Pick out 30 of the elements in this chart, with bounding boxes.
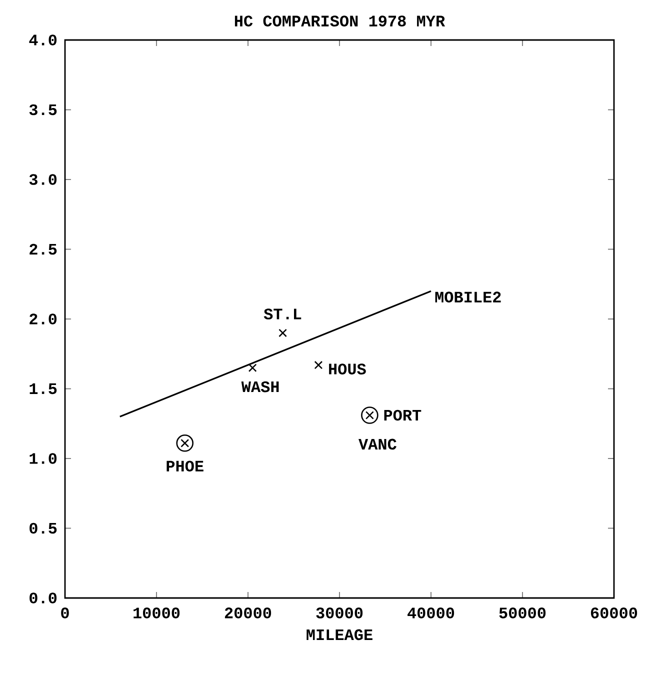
x-axis-title: MILEAGE — [306, 629, 372, 640]
y-tick-label: 0.5 — [30, 522, 57, 534]
annotation: MOBILE2 — [435, 292, 501, 303]
point — [361, 406, 378, 424]
chart-title: HC COMPARISON 1978 MYR — [234, 16, 446, 26]
y-tick-label: 0.0 — [30, 592, 57, 604]
x-tick-label: 40000 — [408, 608, 454, 618]
annotation: HOUS — [329, 364, 366, 374]
annotation: VANC — [358, 438, 396, 450]
y-tick-label: 4.0 — [29, 34, 57, 46]
point — [278, 328, 287, 338]
x-tick-label: 30000 — [316, 608, 363, 618]
y-tick-label: 1.0 — [30, 453, 57, 464]
x-tick-label: 60000 — [590, 608, 638, 618]
x-tick-label: 0 — [61, 608, 69, 618]
point — [176, 434, 194, 452]
y-tick-label: 2.5 — [30, 244, 57, 255]
y-tick-label: 1.5 — [30, 383, 57, 394]
annotation: WASH — [241, 381, 279, 392]
y-tick-label: 3.0 — [29, 174, 57, 185]
y-tick-label: 3.5 — [29, 104, 57, 116]
x-tick-label: 50000 — [499, 608, 546, 618]
annotation: ST.L — [264, 308, 302, 320]
point — [314, 360, 323, 370]
point — [248, 364, 257, 372]
annotation: PHOE — [166, 460, 204, 472]
y-tick-label: 2.0 — [30, 314, 57, 324]
x-tick-label: 20000 — [224, 608, 272, 618]
x-tick-label: 10000 — [134, 608, 180, 618]
annotation: PORT — [384, 410, 422, 421]
